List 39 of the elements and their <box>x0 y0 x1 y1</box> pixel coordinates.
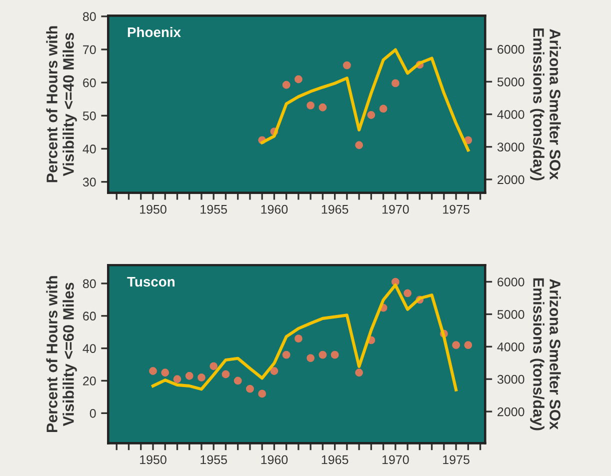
x-tick-label: 1970 <box>382 204 409 214</box>
y-tick-label: 80 <box>82 279 96 288</box>
x-tick-label: 1975 <box>443 204 470 214</box>
y2-axis-title: Arizona Smelter SOx Emissions (tons/day) <box>530 28 561 180</box>
x-tick-label: 1960 <box>261 204 288 214</box>
x-tick-label: 1970 <box>382 455 409 464</box>
x-tick-label: 1975 <box>443 455 470 464</box>
y-tick-label: 0 <box>90 408 96 418</box>
y-tick-label: 70 <box>83 45 96 54</box>
y-tick-label: 40 <box>82 144 96 154</box>
x-tick-label: 1960 <box>261 455 288 464</box>
y2-tick-label: 2000 <box>498 175 524 184</box>
y2-axis-title: Arizona Smelter SOx Emissions (tons/day) <box>530 278 561 430</box>
y2-tick-label: 6000 <box>498 44 524 54</box>
y2-tick-label: 3000 <box>497 142 524 152</box>
y-tick-label: 60 <box>83 312 96 321</box>
y-tick-label: 60 <box>83 78 96 88</box>
y2-tick-label: 4000 <box>497 342 524 352</box>
y2-tick-label: 5000 <box>497 310 524 319</box>
y2-tick-label: 2000 <box>498 407 524 416</box>
y2-tick-label: 4000 <box>497 110 524 119</box>
y-axis-title: Percent of Hours with Visibility <=40 Miles <box>46 26 77 182</box>
y-axis-title: Percent of Hours with Visibility <=60 Miles <box>46 276 77 432</box>
y-tick-label: 80 <box>82 12 96 22</box>
y-tick-label: 50 <box>82 111 96 120</box>
y-tick-label: 40 <box>82 344 96 353</box>
x-tick-label: 1955 <box>200 204 227 214</box>
y-tick-label: 20 <box>83 376 96 386</box>
text: Tuscon <box>127 276 174 287</box>
y2-tick-label: 5000 <box>497 78 524 86</box>
x-tick-label: 1950 <box>140 204 166 214</box>
x-tick-label: 1950 <box>140 455 166 464</box>
y-tick-label: 30 <box>82 178 96 187</box>
y2-tick-label: 6000 <box>498 278 524 286</box>
y2-tick-label: 3000 <box>497 374 524 384</box>
x-tick-label: 1965 <box>322 204 348 214</box>
text: Phoenix <box>128 26 181 38</box>
x-tick-label: 1955 <box>200 455 227 464</box>
x-tick-label: 1965 <box>322 455 348 464</box>
